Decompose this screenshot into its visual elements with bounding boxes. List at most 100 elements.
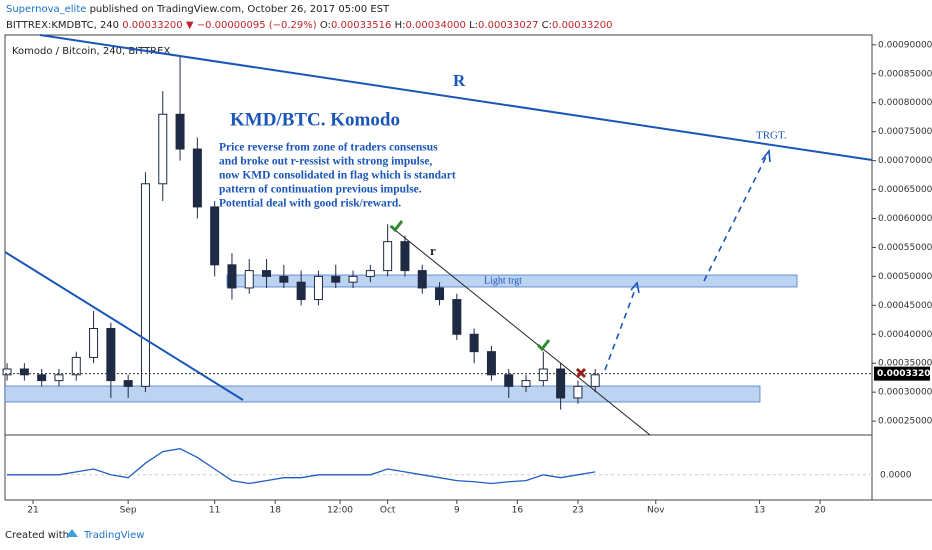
candle-body <box>71 356 81 376</box>
footer-created: Created with <box>5 530 69 541</box>
candle-body <box>244 270 254 289</box>
candle-body <box>19 368 29 376</box>
candle-body <box>435 287 445 301</box>
candle-body <box>556 368 566 399</box>
logo <box>66 529 78 537</box>
y-tick-label: 0.00045000 <box>878 301 932 311</box>
support-zone <box>4 385 761 403</box>
r-trendline <box>389 225 651 436</box>
candle-body <box>365 270 375 277</box>
y-tick-label: 0.00050000 <box>878 272 932 282</box>
candle-body <box>313 275 323 301</box>
candle-body <box>521 380 531 387</box>
x-tick-label: 9 <box>454 506 460 516</box>
header-part: H: <box>391 20 405 31</box>
arrow-heads <box>630 148 771 294</box>
candle-body <box>348 275 358 283</box>
header-part: 0.00033516 <box>331 20 391 31</box>
light-target-label: Light trgt <box>484 275 522 286</box>
x-tick-label: 13 <box>754 506 765 516</box>
candle-body <box>54 374 64 382</box>
check-marks <box>389 220 551 352</box>
cross-mark <box>575 367 587 379</box>
footer-brand[interactable]: TradingView <box>83 530 144 541</box>
y-tick-label: 0.00040000 <box>878 330 932 340</box>
candle-body <box>106 327 116 382</box>
x-tick-label: 21 <box>27 506 38 516</box>
candle-body <box>383 241 393 272</box>
candle-body <box>573 385 583 399</box>
header-part: 0.00033200 <box>122 20 182 31</box>
candle-body <box>2 368 12 376</box>
header-part: BITTREX:KMDBTC, 240 <box>6 20 122 31</box>
paragraph-line: pattern of continuation previous impulse… <box>219 184 422 196</box>
last-price-box <box>874 366 930 381</box>
candle-body <box>469 333 479 353</box>
x-tick-label: 18 <box>269 506 281 516</box>
y-tick-label: 0.00065000 <box>878 185 932 195</box>
y-tick-label: 0.00090000 <box>878 40 932 50</box>
resistance-line <box>39 34 873 161</box>
y-tick-label: 0.00055000 <box>878 243 932 253</box>
candle-body <box>452 299 462 335</box>
candle-body <box>175 113 185 150</box>
projection-arrow <box>604 152 769 371</box>
x-tick-label: 20 <box>814 506 826 516</box>
candle-body <box>37 374 47 382</box>
candle-body <box>590 374 600 387</box>
candle-body <box>296 281 306 301</box>
y-tick-label: 0.00075000 <box>878 127 932 137</box>
candle-body <box>227 264 237 289</box>
header-part: ▼ <box>183 20 197 31</box>
paragraph-line: now KMD consolidated in flag which is st… <box>219 170 456 182</box>
x-tick-label: 23 <box>572 506 583 516</box>
light-target-zone <box>226 274 798 288</box>
candle-body <box>504 374 514 387</box>
published: published on TradingView.com, October 26… <box>86 4 390 15</box>
candle-body <box>331 275 341 283</box>
paragraph-line: and broke out r-ressist with strong impu… <box>219 156 432 168</box>
author[interactable]: Supernova_elite <box>6 4 86 15</box>
pane-title: Komodo / Bitcoin, 240, BITTREX <box>12 46 170 57</box>
header-part: O: <box>317 20 331 31</box>
axes: 0.00025000 0.00030000 0.00035000 0.00040000… <box>5 40 932 516</box>
y-tick-label: 0.00070000 <box>878 156 932 166</box>
header-part: 0.00033200 <box>552 20 612 31</box>
x-tick-label: Nov <box>647 506 665 516</box>
header-line1: Supernova_elite published on TradingView… <box>6 4 390 15</box>
candle-body <box>140 183 150 387</box>
candle-body <box>123 380 133 387</box>
r-label: R <box>453 71 466 90</box>
target-label: TRGT. <box>756 130 787 142</box>
y-tick-label: 0.00060000 <box>878 214 932 224</box>
x-tick-label: 16 <box>512 506 524 516</box>
header-part: −0.00000095 (−0.29%) <box>197 20 317 31</box>
header-part: 0.00034000 <box>405 20 465 31</box>
candle-body <box>192 148 202 208</box>
last-price-label: 0.00033200 <box>877 369 932 379</box>
x-tick-label: Sep <box>120 506 137 516</box>
y-tick-label: 0.00030000 <box>878 388 932 398</box>
header-part: 0.00033027 <box>478 20 538 31</box>
header-line2: BITTREX:KMDBTC, 240 0.00033200 ▼ −0.0000… <box>6 20 612 31</box>
candle-body <box>538 368 548 382</box>
x-tick-label: Oct <box>380 506 396 516</box>
candle-body <box>417 270 427 289</box>
candle-body <box>262 270 272 277</box>
y-tick-label: 0.00080000 <box>878 98 932 108</box>
y-tick-label: 0.00035000 <box>878 359 932 369</box>
header-part: L: <box>466 20 478 31</box>
candle-body <box>486 351 496 376</box>
x-tick-label: 11 <box>209 506 220 516</box>
down-trendline <box>4 251 244 401</box>
paragraph-line: Potential deal with good risk/reward. <box>219 198 401 210</box>
candle-body <box>210 206 220 266</box>
x-tick-label: 12:00 <box>327 506 353 516</box>
candles <box>2 56 600 410</box>
r-small-label: r <box>430 243 436 258</box>
paragraph: Price reverse from zone of traders conse… <box>219 142 456 210</box>
paragraph-line: Price reverse from zone of traders conse… <box>219 142 438 154</box>
header-part: C: <box>539 20 553 31</box>
candle-body <box>279 275 289 283</box>
